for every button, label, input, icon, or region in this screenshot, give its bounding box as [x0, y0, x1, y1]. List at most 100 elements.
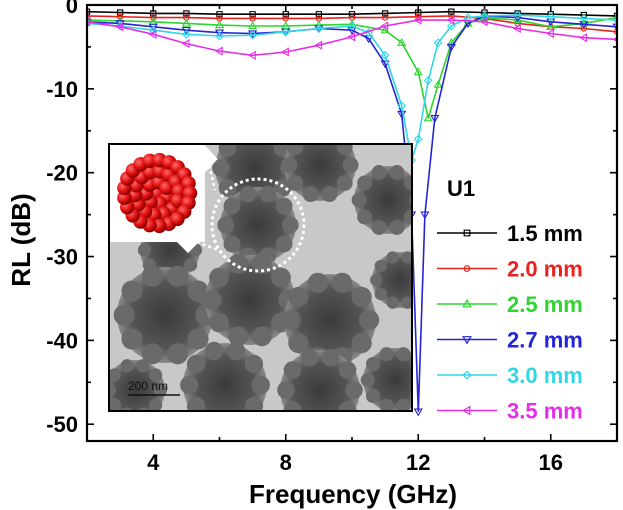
- x-axis-title: Frequency (GHz): [249, 479, 457, 509]
- data-point: [613, 28, 617, 35]
- series-line: [87, 10, 617, 17]
- data-point: [397, 101, 407, 110]
- series-line: [87, 16, 617, 119]
- data-point: [216, 15, 223, 22]
- pointer-triangle: [204, 144, 218, 174]
- data-point: [446, 15, 455, 25]
- data-point: [612, 15, 617, 25]
- data-point: [420, 211, 430, 220]
- x-tick-label: 4: [147, 450, 160, 475]
- data-point: [150, 14, 157, 21]
- data-point: [433, 79, 443, 88]
- data-point: [87, 12, 91, 19]
- data-point: [430, 115, 440, 123]
- data-point: [423, 113, 433, 122]
- data-point: [380, 60, 390, 69]
- legend-item: 3.0 mm: [437, 363, 583, 388]
- data-point: [347, 21, 357, 31]
- data-point: [380, 21, 389, 31]
- nanosphere-model: [117, 152, 198, 234]
- data-point: [181, 39, 190, 49]
- x-tick-label: 12: [406, 450, 430, 475]
- legend-title: U1: [447, 176, 475, 201]
- legend-marker: [462, 298, 472, 308]
- data-point: [281, 47, 289, 57]
- data-point: [546, 12, 556, 22]
- data-point: [314, 24, 324, 33]
- data-point: [397, 38, 407, 46]
- data-point: [513, 10, 523, 20]
- legend-label: 3.0 mm: [507, 363, 583, 388]
- nanoparticle: [360, 347, 412, 411]
- data-point: [546, 28, 554, 39]
- highlight-circle: [210, 177, 306, 273]
- axes: 4 8 12 16 0 -10 -20 -30 -40 -50: [46, 0, 619, 475]
- data-point: [215, 31, 224, 41]
- y-tick-label: -30: [46, 245, 78, 270]
- series-line: [87, 19, 617, 57]
- data-point: [546, 22, 556, 30]
- nanoparticle: [113, 265, 217, 365]
- data-point: [546, 18, 556, 27]
- legend-item: 2.0 mm: [437, 257, 583, 282]
- x-tick-label: 8: [280, 450, 292, 475]
- data-point: [116, 13, 124, 20]
- y-tick-label: 0: [66, 0, 78, 18]
- plot-marks: [87, 8, 617, 417]
- legend-marker: [462, 370, 472, 380]
- y-tick-label: -40: [46, 328, 78, 353]
- y-tick-label: -10: [46, 77, 78, 102]
- nanoparticle: [370, 251, 412, 309]
- nanoparticle: [281, 144, 359, 203]
- nanoparticle: [351, 165, 412, 235]
- data-point: [348, 14, 356, 21]
- legend-label: 1.5 mm: [507, 221, 583, 246]
- legend-item: 2.5 mm: [437, 292, 583, 317]
- data-point: [249, 15, 256, 22]
- data-point: [413, 134, 423, 144]
- data-point: [513, 15, 523, 24]
- legend-item: 2.7 mm: [437, 328, 583, 353]
- legend-marker: [463, 265, 471, 272]
- data-point: [433, 38, 443, 48]
- legend-marker: [462, 336, 472, 345]
- data-point: [446, 38, 456, 46]
- data-point: [612, 23, 617, 32]
- data-point: [423, 76, 433, 85]
- data-point: [347, 32, 356, 42]
- legend-marker: [463, 229, 471, 237]
- data-point: [579, 18, 589, 27]
- data-point: [380, 50, 390, 60]
- y-tick-label: -20: [46, 161, 78, 186]
- legend-item: 3.5 mm: [437, 399, 583, 424]
- series-line: [87, 15, 617, 412]
- data-point: [579, 33, 588, 43]
- series-line: [87, 14, 617, 161]
- data-point: [315, 15, 323, 22]
- data-point: [613, 12, 617, 20]
- data-point: [248, 30, 258, 40]
- data-point: [314, 40, 323, 50]
- data-point: [214, 46, 223, 56]
- data-point: [248, 21, 258, 30]
- nanoparticle: [180, 341, 270, 411]
- legend-marker: [461, 405, 471, 416]
- y-axis-title: RL (dB): [6, 193, 36, 286]
- legend-label: 2.5 mm: [507, 292, 583, 317]
- nanoparticle: [201, 253, 299, 347]
- data-point: [446, 21, 456, 31]
- data-point: [512, 23, 521, 34]
- data-point: [446, 43, 456, 52]
- data-point: [148, 23, 158, 32]
- legend-label: 3.5 mm: [507, 399, 583, 424]
- legend-label: 2.0 mm: [507, 257, 583, 282]
- data-point: [413, 67, 423, 76]
- data-point: [381, 14, 389, 21]
- data-point: [514, 20, 521, 27]
- data-point: [148, 29, 157, 39]
- legend: U1 1.5 mm 2.0 mm 2.5 mm 2.7 mm 3.0 mm 3.5 mm: [437, 176, 583, 424]
- data-point: [612, 12, 617, 21]
- scale-bar-label: 200 nm: [128, 379, 168, 393]
- nanoparticle: [277, 348, 363, 411]
- series-3-5-mm: [87, 15, 617, 60]
